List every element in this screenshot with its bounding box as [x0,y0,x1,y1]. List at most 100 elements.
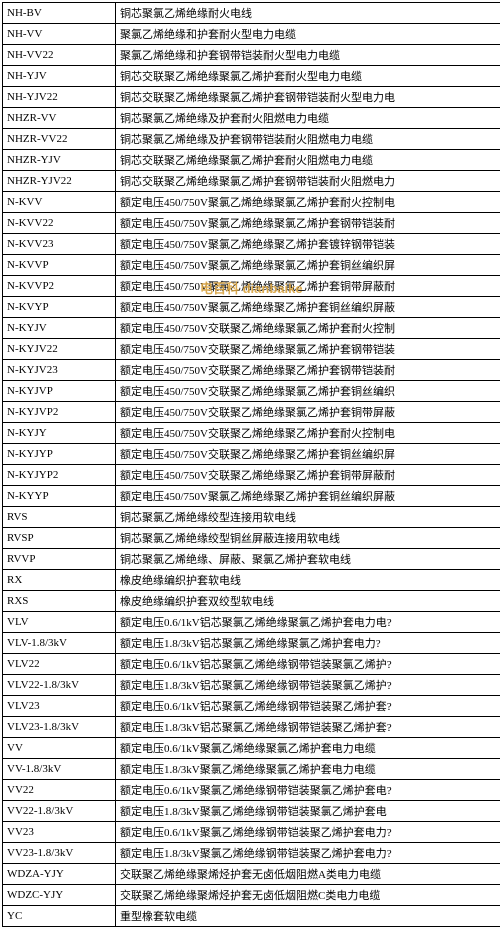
cable-description: 铜芯聚氯乙烯绝缘及护套耐火阻燃电力电缆 [116,108,500,129]
cable-code: N-KYJV22 [3,339,116,360]
cable-description: 铜芯聚氯乙烯绝缘耐火电线 [116,3,500,24]
table-row: N-KYJYP2额定电压450/750V交联聚乙烯绝缘聚乙烯护套铜带屏蔽耐 [3,465,500,486]
cable-description: 铜芯聚氯乙烯绝缘、屏蔽、聚氯乙烯护套软电线 [116,549,500,570]
table-row: N-KYJVP额定电压450/750V交联聚乙烯绝缘聚氯乙烯护套铜丝编织 [3,381,500,402]
cable-description: 重型橡套软电缆 [116,906,500,927]
cable-code: WDZC-YJY [3,885,116,906]
cable-description: 额定电压450/750V交联聚乙烯绝缘聚氯乙烯护套钢带铠装 [116,339,500,360]
table-row: VV22额定电压0.6/1kV聚氯乙烯绝缘钢带铠装聚氯乙烯护套电? [3,780,500,801]
table-row: NHZR-VV铜芯聚氯乙烯绝缘及护套耐火阻燃电力电缆 [3,108,500,129]
cable-code: RVVP [3,549,116,570]
table-row: NH-VV聚氯乙烯绝缘和护套耐火型电力电缆 [3,24,500,45]
cable-code: VLV23 [3,696,116,717]
table-row: RVVP铜芯聚氯乙烯绝缘、屏蔽、聚氯乙烯护套软电线 [3,549,500,570]
cable-description: 铜芯交联聚乙烯绝缘聚氯乙烯护套钢带铠装耐火阻燃电力 [116,171,500,192]
cable-description: 额定电压450/750V交联聚乙烯绝缘聚乙烯护套耐火控制电 [116,423,500,444]
cable-code: VV-1.8/3kV [3,759,116,780]
cable-description: 橡皮绝缘编织护套双绞型软电线 [116,591,500,612]
cable-code: VV [3,738,116,759]
cable-description: 额定电压450/750V交联聚乙烯绝缘聚氯乙烯护套铜丝编织 [116,381,500,402]
cable-code: VV23-1.8/3kV [3,843,116,864]
cable-description: 额定电压450/750V聚氯乙烯绝缘聚乙烯护套镀锌钢带铠装 [116,234,500,255]
cable-code: NH-VV [3,24,116,45]
cable-code: N-KVVP2 [3,276,116,297]
cable-description: 聚氯乙烯绝缘和护套钢带铠装耐火型电力电缆 [116,45,500,66]
cable-description: 额定电压450/750V聚氯乙烯绝缘聚氯乙烯护套铜丝编织屏 [116,255,500,276]
cable-code: NH-YJV [3,66,116,87]
cable-code: VLV-1.8/3kV [3,633,116,654]
cable-description: 额定电压450/750V交联聚乙烯绝缘聚氯乙烯护套铜带屏蔽 [116,402,500,423]
cable-description: 额定电压1.8/3kV铝芯聚氯乙烯绝缘钢带铠装聚乙烯护套? [116,717,500,738]
table-row: N-KVV23额定电压450/750V聚氯乙烯绝缘聚乙烯护套镀锌钢带铠装 [3,234,500,255]
cable-code: RX [3,570,116,591]
table-row: VV-1.8/3kV额定电压1.8/3kV聚氯乙烯绝缘聚氯乙烯护套电力电缆 [3,759,500,780]
cable-description: 额定电压1.8/3kV聚氯乙烯绝缘钢带铠装聚氯乙烯护套电 [116,801,500,822]
table-row: RVSP铜芯聚氯乙烯绝缘绞型铜丝屏蔽连接用软电线 [3,528,500,549]
table-row: N-KVVP2额定电压450/750V聚氯乙烯绝缘聚氯乙烯护套铜带屏蔽耐 [3,276,500,297]
table-row: VV23额定电压0.6/1kV聚氯乙烯绝缘钢带铠装聚乙烯护套电力? [3,822,500,843]
cable-description: 额定电压450/750V交联聚乙烯绝缘聚乙烯护套铜带屏蔽耐 [116,465,500,486]
cable-description: 额定电压450/750V交联聚乙烯绝缘聚乙烯护套铜丝编织屏 [116,444,500,465]
table-row: VLV23-1.8/3kV额定电压1.8/3kV铝芯聚氯乙烯绝缘钢带铠装聚乙烯护… [3,717,500,738]
cable-description: 聚氯乙烯绝缘和护套耐火型电力电缆 [116,24,500,45]
cable-spec-table: NH-BV铜芯聚氯乙烯绝缘耐火电线NH-VV聚氯乙烯绝缘和护套耐火型电力电缆NH… [2,2,500,927]
cable-description: 额定电压1.8/3kV铝芯聚氯乙烯绝缘钢带铠装聚氯乙烯护? [116,675,500,696]
cable-description: 额定电压0.6/1kV铝芯聚氯乙烯绝缘钢带铠装聚乙烯护套? [116,696,500,717]
table-row: WDZC-YJY交联聚乙烯绝缘聚烯烃护套无卤低烟阻燃C类电力电缆 [3,885,500,906]
cable-code: N-KYJVP [3,381,116,402]
table-row: N-KVYP额定电压450/750V聚氯乙烯绝缘聚乙烯护套铜丝编织屏蔽 [3,297,500,318]
cable-description: 额定电压450/750V聚氯乙烯绝缘聚乙烯护套铜丝编织屏蔽 [116,297,500,318]
cable-description: 铜芯聚氯乙烯绝缘绞型铜丝屏蔽连接用软电线 [116,528,500,549]
table-row: VV22-1.8/3kV额定电压1.8/3kV聚氯乙烯绝缘钢带铠装聚氯乙烯护套电 [3,801,500,822]
table-row: VLV23额定电压0.6/1kV铝芯聚氯乙烯绝缘钢带铠装聚乙烯护套? [3,696,500,717]
cable-code: WDZA-YJY [3,864,116,885]
table-row: NHZR-YJV铜芯交联聚乙烯绝缘聚氯乙烯护套耐火阻燃电力电缆 [3,150,500,171]
cable-description: 额定电压450/750V聚氯乙烯绝缘聚氯乙烯护套铜带屏蔽耐 [116,276,500,297]
table-row: VLV22额定电压0.6/1kV铝芯聚氯乙烯绝缘钢带铠装聚氯乙烯护? [3,654,500,675]
table-row: NH-YJV22铜芯交联聚乙烯绝缘聚氯乙烯护套钢带铠装耐火型电力电 [3,87,500,108]
cable-code: N-KVV22 [3,213,116,234]
cable-code: VLV22-1.8/3kV [3,675,116,696]
table-row: NH-YJV铜芯交联聚乙烯绝缘聚氯乙烯护套耐火型电力电缆 [3,66,500,87]
cable-description: 铜芯交联聚乙烯绝缘聚氯乙烯护套耐火型电力电缆 [116,66,500,87]
cable-code: N-KVV [3,192,116,213]
table-row: NHZR-VV22铜芯聚氯乙烯绝缘及护套钢带铠装耐火阻燃电力电缆 [3,129,500,150]
table-row: NH-VV22聚氯乙烯绝缘和护套钢带铠装耐火型电力电缆 [3,45,500,66]
table-row: VLV额定电压0.6/1kV铝芯聚氯乙烯绝缘聚氯乙烯护套电力电? [3,612,500,633]
cable-code: N-KYYP [3,486,116,507]
table-row: RXS橡皮绝缘编织护套双绞型软电线 [3,591,500,612]
table-row: N-KYJY额定电压450/750V交联聚乙烯绝缘聚乙烯护套耐火控制电 [3,423,500,444]
cable-code: N-KYJVP2 [3,402,116,423]
table-row: N-KVV22额定电压450/750V聚氯乙烯绝缘聚氯乙烯护套钢带铠装耐 [3,213,500,234]
cable-code: RVSP [3,528,116,549]
cable-code: N-KVVP [3,255,116,276]
cable-description: 铜芯交联聚乙烯绝缘聚氯乙烯护套耐火阻燃电力电缆 [116,150,500,171]
table-row: RVS铜芯聚氯乙烯绝缘绞型连接用软电线 [3,507,500,528]
cable-code: NH-BV [3,3,116,24]
cable-code: N-KYJV [3,318,116,339]
cable-code: NHZR-YJV22 [3,171,116,192]
table-row: NHZR-YJV22铜芯交联聚乙烯绝缘聚氯乙烯护套钢带铠装耐火阻燃电力 [3,171,500,192]
cable-code: NHZR-YJV [3,150,116,171]
table-row: N-KYJVP2额定电压450/750V交联聚乙烯绝缘聚氯乙烯护套铜带屏蔽 [3,402,500,423]
cable-code: N-KVV23 [3,234,116,255]
cable-code: NH-YJV22 [3,87,116,108]
cable-code: VV22-1.8/3kV [3,801,116,822]
table-row: N-KYJV额定电压450/750V交联聚乙烯绝缘聚氯乙烯护套耐火控制 [3,318,500,339]
cable-description: 额定电压0.6/1kV铝芯聚氯乙烯绝缘钢带铠装聚氯乙烯护? [116,654,500,675]
cable-code: NH-VV22 [3,45,116,66]
cable-description: 额定电压450/750V聚氯乙烯绝缘聚氯乙烯护套钢带铠装耐 [116,213,500,234]
table-row: N-KYJV22额定电压450/750V交联聚乙烯绝缘聚氯乙烯护套钢带铠装 [3,339,500,360]
cable-code: N-KYJV23 [3,360,116,381]
cable-description: 额定电压0.6/1kV聚氯乙烯绝缘钢带铠装聚乙烯护套电力? [116,822,500,843]
cable-code: VLV23-1.8/3kV [3,717,116,738]
cable-description: 交联聚乙烯绝缘聚烯烃护套无卤低烟阻燃C类电力电缆 [116,885,500,906]
cable-code: RVS [3,507,116,528]
table-row: N-KYJV23额定电压450/750V交联聚乙烯绝缘聚乙烯护套钢带铠装耐 [3,360,500,381]
cable-description: 铜芯交联聚乙烯绝缘聚氯乙烯护套钢带铠装耐火型电力电 [116,87,500,108]
table-row: VV额定电压0.6/1kV聚氯乙烯绝缘聚氯乙烯护套电力电缆 [3,738,500,759]
table-row: N-KVVP额定电压450/750V聚氯乙烯绝缘聚氯乙烯护套铜丝编织屏 [3,255,500,276]
cable-code: RXS [3,591,116,612]
cable-code: YC [3,906,116,927]
cable-description: 额定电压0.6/1kV铝芯聚氯乙烯绝缘聚氯乙烯护套电力电? [116,612,500,633]
